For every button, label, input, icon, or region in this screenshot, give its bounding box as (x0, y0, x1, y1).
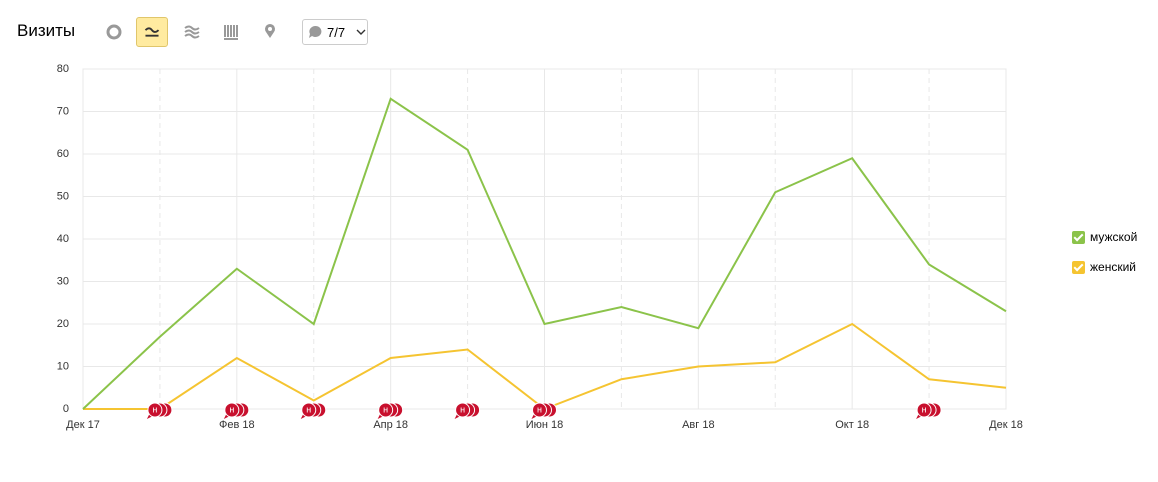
note-marker-body (301, 402, 317, 418)
x-tick-label: Июн 18 (526, 419, 564, 431)
note-marker-body (916, 402, 932, 418)
chart: Дек 17 Фев 18 Апр 18 Июн 18 Авг 18 Окт 18 Дек … (57, 63, 1023, 431)
note-marker-body (224, 402, 240, 418)
x-tick-label: Дек 17 (66, 419, 100, 431)
y-tick-label: 80 (57, 63, 69, 75)
legend-item[interactable]: мужской (1072, 230, 1138, 245)
note-marker[interactable]: н (300, 402, 327, 419)
note-marker-label: н (922, 404, 927, 414)
line-view-button[interactable] (136, 17, 168, 47)
area-view-button[interactable] (176, 17, 208, 47)
legend-checkbox[interactable] (1072, 231, 1085, 245)
notes-icon (309, 25, 366, 38)
legend-item[interactable]: женский (1072, 260, 1136, 275)
x-tick-label: Авг 18 (682, 419, 714, 431)
map-view-button[interactable] (254, 17, 286, 47)
pie-view-button[interactable] (98, 17, 130, 47)
note-marker[interactable]: н (146, 402, 173, 419)
y-tick-label: 40 (57, 233, 69, 245)
note-marker-label: н (460, 404, 465, 414)
notes-filter[interactable]: 7/7 (302, 19, 368, 45)
x-tick-label: Фев 18 (219, 419, 255, 431)
note-marker-body (532, 402, 547, 418)
note-marker[interactable]: н (223, 402, 250, 419)
y-tick-label: 50 (57, 190, 69, 202)
note-marker-label: н (229, 404, 234, 414)
note-marker[interactable]: н (377, 402, 404, 419)
y-tick-label: 10 (57, 360, 69, 372)
note-marker[interactable]: н (454, 402, 481, 419)
y-tick-label: 70 (57, 105, 69, 117)
series-line (82, 97, 1007, 410)
y-tick-label: 20 (57, 318, 69, 330)
x-tick-label: Окт 18 (835, 419, 869, 431)
x-tick-label: Апр 18 (373, 419, 408, 431)
note-marker-label: н (383, 404, 388, 414)
note-marker-body (378, 402, 394, 418)
note-marker-body (455, 402, 471, 418)
note-marker-label: н (152, 404, 157, 414)
bar-view-button[interactable] (215, 17, 247, 47)
y-tick-label: 0 (63, 403, 69, 415)
legend-label: женский (1090, 260, 1136, 274)
note-marker[interactable]: н (916, 402, 942, 419)
note-marker-body (147, 402, 163, 418)
x-tick-label: Дек 18 (989, 419, 1023, 431)
y-tick-label: 60 (57, 148, 69, 160)
y-tick-label: 30 (57, 275, 69, 287)
legend-label: мужской (1090, 230, 1138, 244)
note-marker[interactable]: н (531, 402, 557, 419)
report-title: Визиты (17, 21, 76, 40)
note-marker-label: н (537, 404, 542, 414)
legend-checkbox[interactable] (1072, 261, 1085, 275)
note-marker-label: н (306, 404, 311, 414)
notes-count: 7/7 (327, 25, 346, 40)
